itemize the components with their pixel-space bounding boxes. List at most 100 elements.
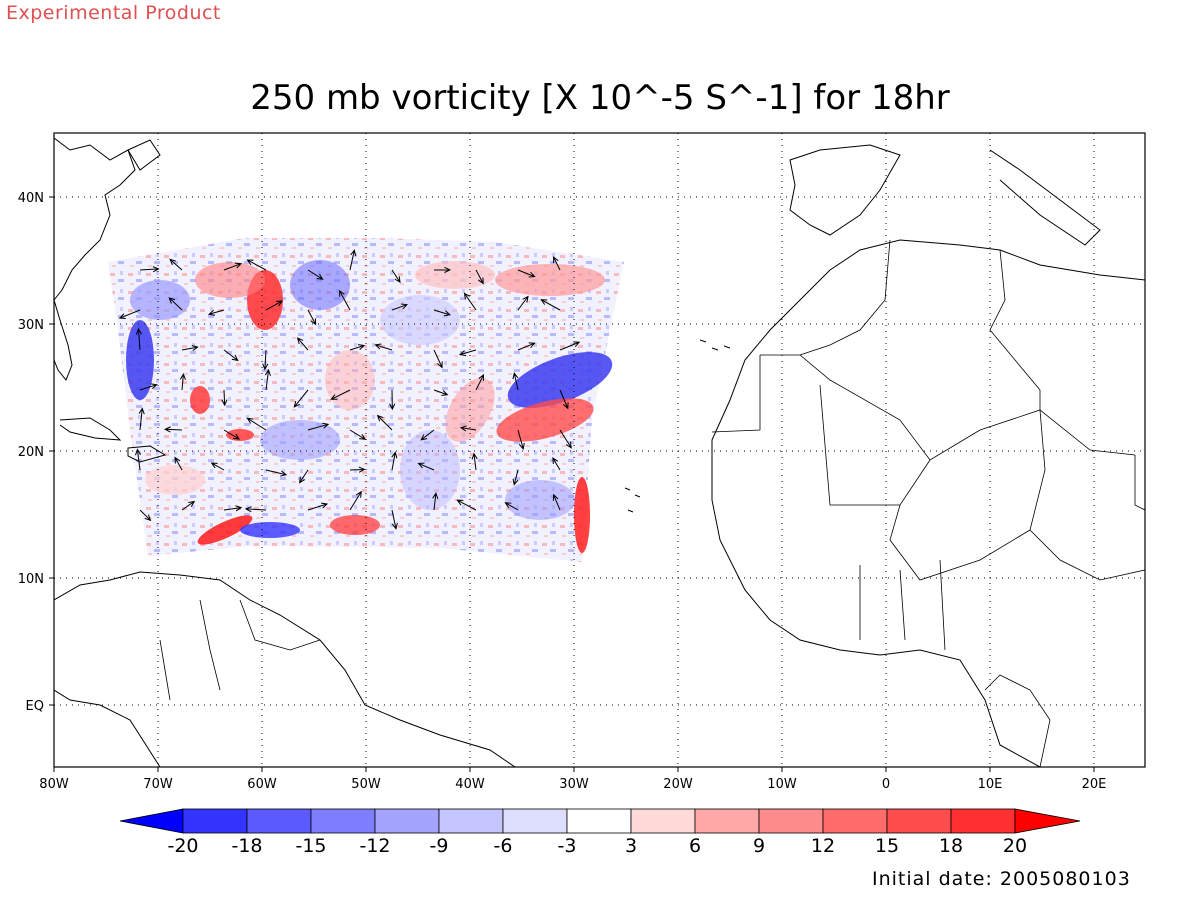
colorbar-labels: -20 -18 -15 -12 -9 -6 -3 3 6 9 12 15 18 … — [167, 835, 1027, 857]
africa-coast — [711, 239, 1145, 767]
florida-coast — [54, 299, 73, 381]
wind-vector-arrow — [330, 389, 351, 400]
wind-vector-arrow — [163, 426, 183, 433]
axis-ticks — [49, 196, 1095, 772]
wind-vector-arrow — [307, 502, 329, 511]
wind-vector-arrow — [391, 303, 409, 311]
wind-vector-arrow — [376, 414, 393, 431]
coastlines — [54, 137, 1145, 767]
wind-vector-arrow — [475, 373, 485, 391]
colorbar-label: 6 — [689, 835, 701, 857]
wind-vector-arrow — [349, 249, 357, 271]
colorbar-label: -18 — [231, 835, 262, 857]
colorbar-label: -15 — [295, 835, 326, 857]
wind-vector-arrow — [181, 345, 199, 352]
wind-vector-arrow — [433, 389, 449, 396]
wind-vector-arrow — [207, 309, 225, 316]
lon-label: 0 — [882, 777, 890, 792]
wind-vector-arrow — [517, 295, 529, 311]
cape-verde — [624, 487, 641, 513]
colorbar-label: -6 — [494, 835, 513, 857]
wind-vector-arrow — [307, 269, 324, 280]
wind-vector-arrow — [349, 429, 367, 440]
wind-vector-arrow — [349, 344, 366, 351]
colorbar-label: -9 — [430, 835, 449, 857]
hispaniola-coast — [127, 445, 167, 463]
wind-vector-arrow — [210, 462, 225, 471]
colorbar-label: 12 — [811, 835, 835, 857]
wind-vector-arrow — [298, 469, 309, 484]
wind-vector-arrow — [223, 429, 241, 440]
colorbar-label: 15 — [875, 835, 899, 857]
longitude-labels: 80W 70W 60W 50W 40W 30W 20W 10W 0 10E 20… — [39, 777, 1106, 792]
wind-vector-arrow — [349, 490, 362, 511]
wind-vector-arrow — [307, 422, 330, 431]
colorbar-swatch — [758, 808, 824, 834]
wind-vector-arrow — [540, 299, 561, 311]
wind-vector-arrow — [552, 456, 561, 471]
lon-label: 30W — [559, 777, 589, 792]
wind-vector-arrow — [391, 269, 401, 284]
experimental-product-label: Experimental Product — [6, 2, 221, 24]
colorbar-swatch — [246, 808, 312, 834]
colorbar-swatch — [310, 808, 376, 834]
wind-vector-arrow — [135, 327, 142, 351]
central-america-coast — [54, 689, 161, 767]
wind-vector-arrow — [246, 259, 267, 271]
colorbar-swatch — [502, 808, 568, 834]
wind-vector-arrow — [512, 469, 519, 486]
wind-vector-arrow — [456, 499, 477, 511]
wind-vector-arrow — [262, 349, 269, 371]
colorbar-swatch — [886, 808, 952, 834]
wind-vector-arrow — [181, 500, 196, 511]
wind-vector-arrow — [420, 429, 435, 441]
colorbar-label: 20 — [1003, 835, 1027, 857]
latitude-labels: 40N 30N 20N 10N EQ — [18, 191, 44, 714]
wind-vector-arrow — [552, 493, 561, 511]
wind-vector-arrow — [246, 417, 267, 431]
wind-vector-arrow — [307, 309, 317, 326]
colorbar-swatch — [438, 808, 504, 834]
wind-vector-arrow — [553, 256, 561, 271]
lon-label: 20E — [1082, 777, 1107, 792]
wind-vector-arrow — [559, 389, 569, 410]
colorbar-label: 9 — [753, 835, 765, 857]
colorbar-swatch — [630, 808, 696, 834]
north-america-coast — [54, 137, 136, 301]
newfoundland-coast — [127, 139, 161, 171]
colorbar-swatch — [182, 808, 248, 834]
vorticity-field — [108, 238, 624, 562]
wind-vector-arrow — [139, 266, 160, 273]
wind-vector-arrow — [433, 349, 443, 369]
wind-vector-arrow — [559, 429, 572, 449]
lat-lon-grid — [54, 133, 1145, 767]
colorbar-label: -3 — [558, 835, 577, 857]
wind-vector-arrow — [471, 452, 478, 471]
lon-label: 40W — [455, 777, 485, 792]
wind-vector-arrow — [504, 502, 519, 511]
colorbar-label: -12 — [359, 835, 390, 857]
colorbar — [119, 808, 1081, 834]
lat-label: 10N — [18, 572, 44, 587]
wind-vector-arrow — [174, 456, 183, 471]
colorbar-swatch — [566, 808, 632, 834]
wind-vector-arrow — [433, 266, 452, 273]
wind-vector-arrow — [512, 372, 519, 391]
wind-vector-arrow — [374, 343, 393, 351]
wind-vectors — [118, 249, 581, 530]
wind-vector-arrow — [559, 341, 581, 351]
wind-vector-arrow — [265, 300, 284, 311]
wind-vector-arrow — [139, 383, 158, 391]
wind-vector-arrow — [179, 373, 186, 391]
colorbar-swatch — [950, 808, 1016, 834]
wind-vector-arrow — [459, 425, 477, 432]
iberia-coast — [789, 144, 901, 236]
wind-vector-arrow — [391, 509, 398, 530]
wind-vector-arrow — [432, 492, 439, 511]
lat-label: 40N — [18, 191, 44, 206]
lon-label: 20W — [663, 777, 693, 792]
wind-vector-arrow — [389, 389, 396, 411]
lat-label: 20N — [18, 445, 44, 460]
wind-vector-arrow — [433, 309, 452, 317]
colorbar-swatch — [374, 808, 440, 834]
